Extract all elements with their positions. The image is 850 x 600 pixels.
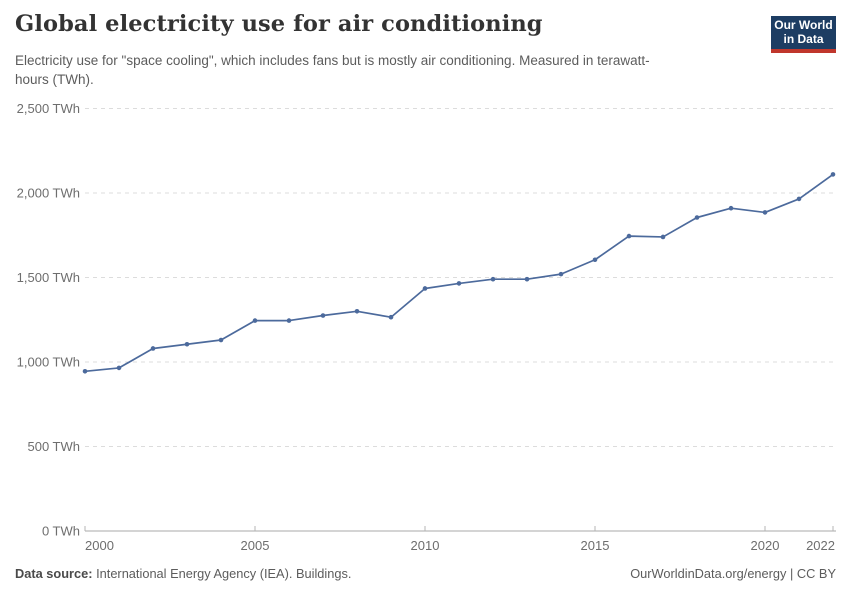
owid-logo-line1: Our World (774, 18, 833, 32)
data-point-2012 (490, 276, 496, 282)
y-axis-label-0: 0 TWh (42, 524, 80, 539)
x-axis-label-2010: 2010 (411, 538, 440, 553)
x-axis-label-2015: 2015 (581, 538, 610, 553)
data-point-2003 (184, 341, 190, 347)
data-point-2009 (388, 314, 394, 320)
y-axis-label-2500: 2,500 TWh (17, 101, 80, 116)
data-point-2011 (456, 281, 462, 286)
y-axis-label-500: 500 TWh (27, 439, 80, 454)
y-axis-label-1000: 1,000 TWh (17, 355, 80, 370)
data-line-series (84, 173, 834, 373)
data-point-2016 (626, 233, 632, 239)
data-point-2022 (830, 172, 836, 177)
data-point-2005 (252, 318, 258, 323)
data-point-2015 (592, 257, 598, 263)
data-point-2021 (796, 196, 802, 202)
data-point-2010 (422, 286, 428, 291)
data-point-2017 (660, 234, 666, 240)
data-point-2002 (150, 346, 156, 351)
x-axis-label-2020: 2020 (751, 538, 780, 553)
data-source-text: International Energy Agency (IEA). Build… (92, 566, 352, 581)
data-point-2008 (354, 309, 360, 314)
data-point-2013 (524, 276, 530, 282)
x-axis-label-2022: 2022 (806, 538, 835, 553)
data-source: Data source: International Energy Agency… (15, 566, 351, 581)
page-title: Global electricity use for air condition… (15, 11, 543, 37)
x-axis-label-2000: 2000 (85, 538, 114, 553)
data-point-2001 (116, 365, 122, 371)
chart-subtitle: Electricity use for "space cooling", whi… (15, 53, 650, 87)
data-point-2006 (286, 318, 292, 323)
credit-link[interactable]: OurWorldinData.org/energy | CC BY (630, 566, 836, 581)
y-axis-label-2000: 2,000 TWh (17, 186, 80, 201)
chart-footer: Data source: International Energy Agency… (15, 566, 836, 581)
x-axis-label-2005: 2005 (241, 538, 270, 553)
y-axis-label-1500: 1,500 TWh (17, 270, 80, 285)
owid-logo: Our World in Data (771, 16, 836, 53)
data-point-2019 (728, 205, 734, 211)
data-point-2020 (762, 210, 768, 215)
data-point-2007 (320, 313, 326, 318)
owid-logo-line2: in Data (783, 32, 824, 46)
data-point-2018 (694, 215, 700, 220)
data-source-label: Data source: (15, 566, 93, 581)
data-point-2000 (82, 368, 88, 374)
data-point-2014 (558, 271, 564, 277)
data-point-2004 (218, 337, 224, 343)
